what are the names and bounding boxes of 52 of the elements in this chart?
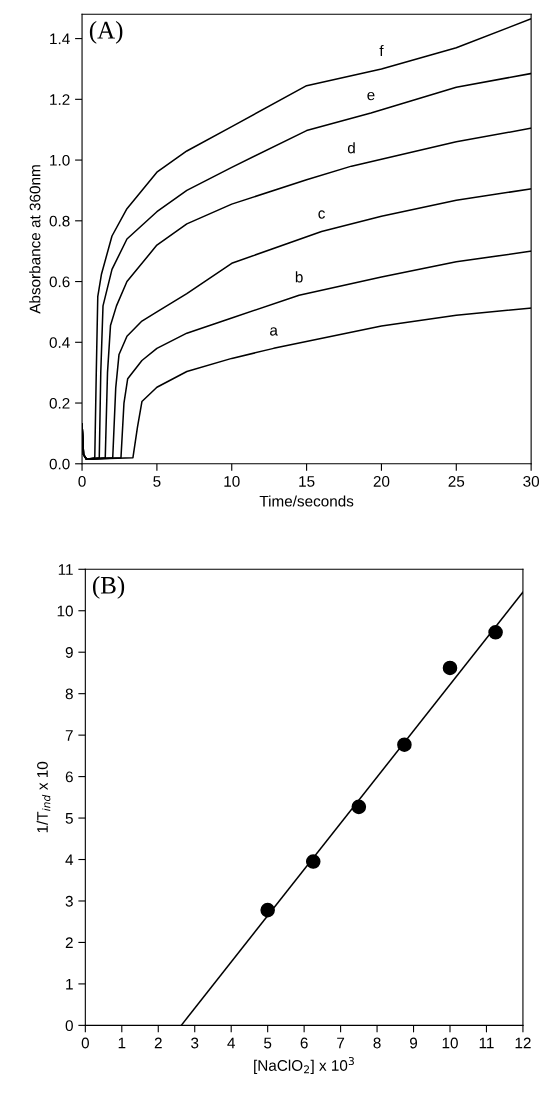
y-tick-label: 0.2 <box>49 397 70 409</box>
annotation: f <box>379 45 384 57</box>
y-tick-label: 6 <box>65 771 73 783</box>
x-tick-label: 20 <box>373 475 390 487</box>
y-tick-label: 11 <box>58 564 73 575</box>
x-axis-title: Time/seconds <box>259 495 354 507</box>
x-tick-label: 4 <box>227 1037 235 1049</box>
y-tick-label: 5 <box>65 813 73 824</box>
y-tick-label: 8 <box>65 688 73 700</box>
y-tick-label: 0.0 <box>49 458 70 470</box>
y-tick-label: 0.8 <box>49 215 70 227</box>
annotation: (B) <box>92 576 125 599</box>
x-tick-label: 5 <box>264 1037 272 1049</box>
x-tick-label: 7 <box>337 1037 345 1049</box>
y-tick-label: 4 <box>65 854 74 866</box>
y-axis-title: 1/T$_{ind}$ x 10 <box>36 761 51 833</box>
y-tick-label: 10 <box>57 605 73 617</box>
y-tick-label: 1.4 <box>50 33 70 45</box>
y-tick-label: 0.4 <box>49 337 70 348</box>
x-tick-label: 8 <box>373 1037 381 1049</box>
x-axis-title: [NaClO$_{2}$] x 10$^{3}$ <box>254 1056 354 1074</box>
x-tick-label: 5 <box>153 476 161 487</box>
y-tick-label: 0 <box>65 1020 73 1032</box>
x-tick-label: 25 <box>448 475 465 487</box>
annotation: (A) <box>89 21 123 44</box>
y-tick-label: 2 <box>65 937 73 948</box>
y-tick-label: 9 <box>65 647 73 658</box>
annotation: d <box>347 142 355 154</box>
x-tick-label: 10 <box>442 1037 458 1049</box>
x-tick-label: 0 <box>81 1037 89 1049</box>
y-tick-label: 3 <box>65 895 73 907</box>
y-tick-label: 1.2 <box>50 94 70 105</box>
x-tick-label: 30 <box>523 475 540 487</box>
x-tick-label: 0 <box>78 475 86 487</box>
x-tick-label: 6 <box>300 1037 308 1049</box>
x-tick-label: 12 <box>515 1037 531 1049</box>
x-tick-label: 2 <box>154 1037 162 1049</box>
y-axis-title: Absorbance at 360nm <box>29 165 41 314</box>
annotation: c <box>318 210 325 219</box>
x-tick-label: 9 <box>410 1037 418 1049</box>
y-tick-label: 1.0 <box>50 154 70 166</box>
y-tick-label: 7 <box>65 730 73 741</box>
annotation: a <box>270 327 278 336</box>
x-tick-label: 15 <box>299 476 315 487</box>
x-tick-label: 11 <box>479 1037 494 1049</box>
x-tick-label: 10 <box>224 475 240 487</box>
x-tick-label: 1 <box>118 1037 126 1049</box>
x-tick-label: 3 <box>191 1037 199 1049</box>
y-tick-label: 1 <box>66 978 73 990</box>
annotation: e <box>367 91 375 101</box>
y-tick-label: 0.6 <box>49 276 70 288</box>
annotation: b <box>295 271 303 283</box>
